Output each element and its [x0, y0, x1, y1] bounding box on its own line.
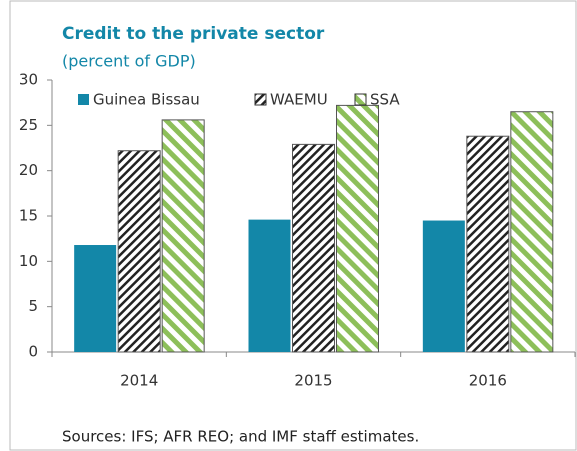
frame: [9, 0, 577, 451]
legend-swatch: [254, 93, 267, 106]
chart-title: Credit to the private sector: [62, 24, 325, 44]
bar: [248, 219, 291, 352]
legend-label: SSA: [370, 91, 400, 109]
y-tick-label: 15: [19, 207, 38, 225]
y-tick-label: 30: [19, 71, 38, 89]
bar: [422, 220, 465, 352]
bar: [117, 150, 161, 353]
legend-label: WAEMU: [270, 91, 328, 109]
x-tick-label: 2016: [469, 372, 507, 390]
y-tick-label: 25: [19, 116, 38, 134]
y-tick-label: 20: [19, 161, 38, 179]
bar: [466, 135, 510, 353]
y-tick-label: 0: [28, 343, 38, 361]
bar: [74, 245, 117, 352]
bar: [292, 143, 335, 353]
bar: [510, 111, 554, 353]
legend-swatch: [354, 93, 367, 106]
y-tick-label: 10: [19, 252, 38, 270]
legend-label: Guinea Bissau: [93, 91, 200, 109]
source-note: Sources: IFS; AFR REO; and IMF staff est…: [62, 428, 419, 446]
bar: [161, 119, 205, 353]
y-tick-label: 5: [28, 297, 38, 315]
legend-swatch: [78, 94, 89, 105]
x-tick-label: 2015: [294, 372, 332, 390]
chart-subtitle: (percent of GDP): [62, 52, 196, 71]
x-tick-label: 2014: [120, 372, 158, 390]
bar: [336, 104, 379, 353]
